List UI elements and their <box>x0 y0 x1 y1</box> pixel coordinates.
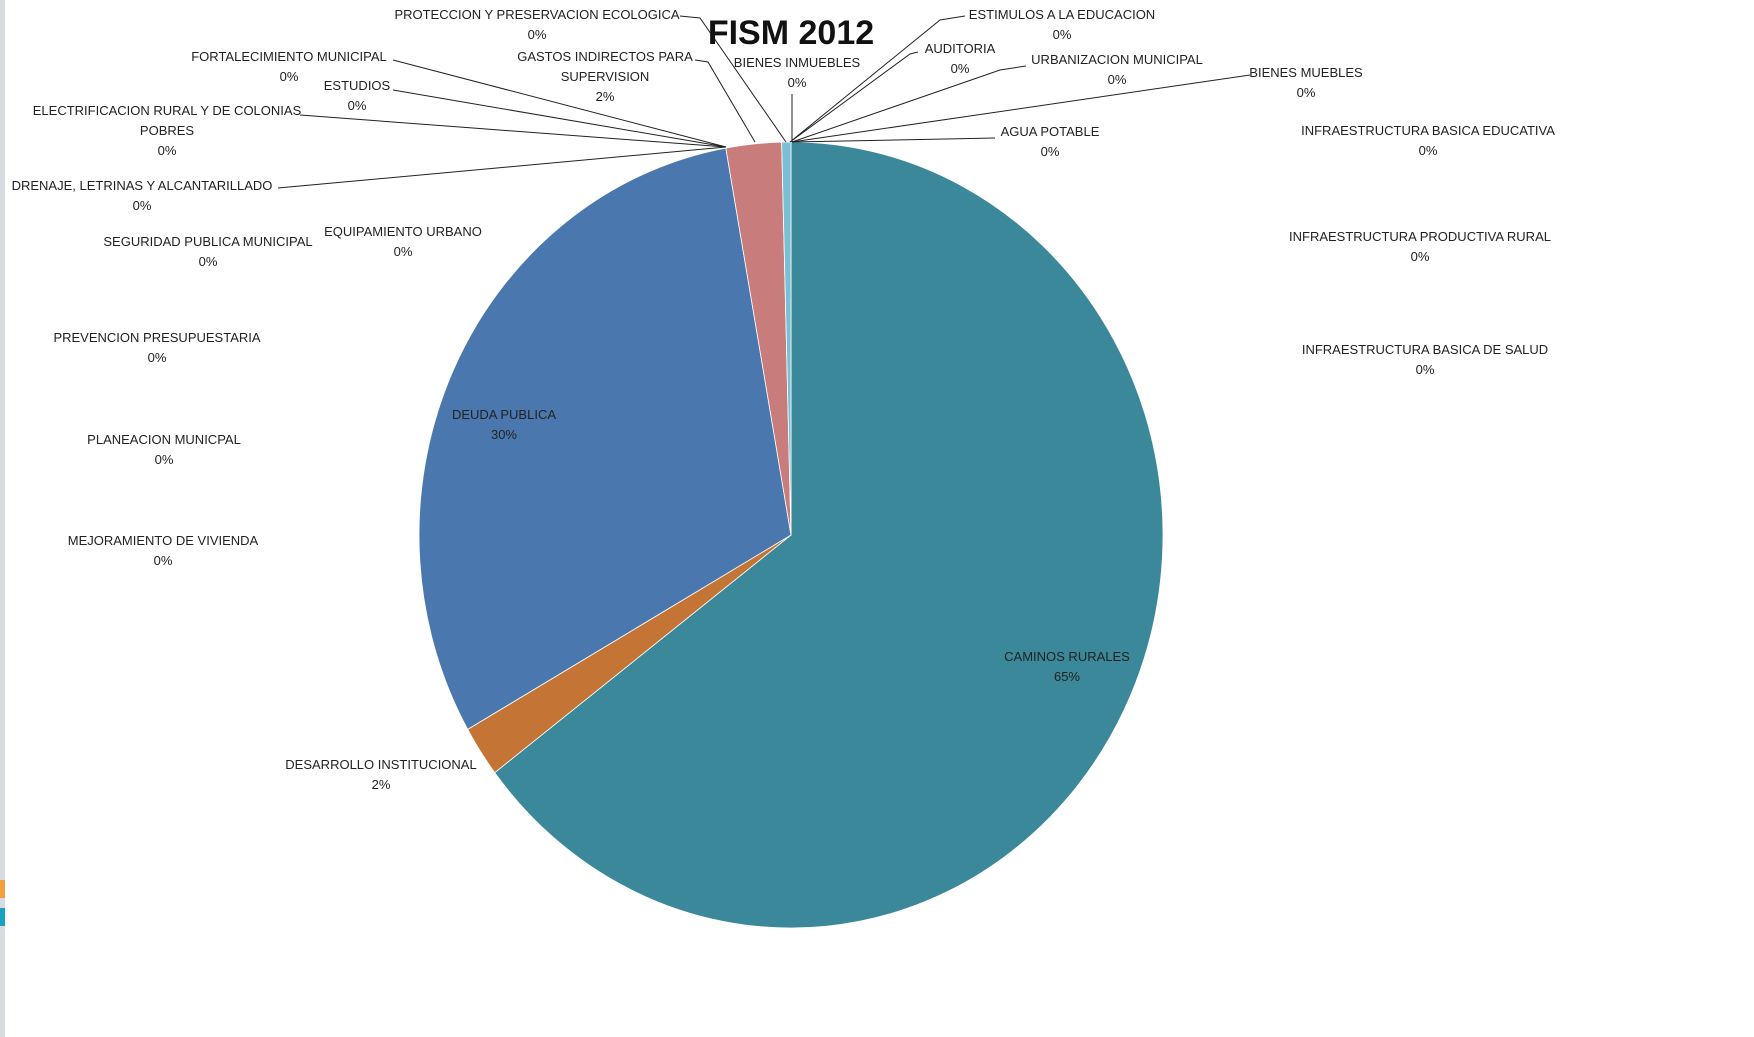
data-label: URBANIZACION MUNICIPAL 0% <box>1031 50 1203 90</box>
leader-line <box>791 74 1251 143</box>
category-label: INFRAESTRUCTURA BASICA EDUCATIVA <box>1301 123 1555 138</box>
data-label: BIENES MUEBLES 0% <box>1249 63 1362 103</box>
data-label: ELECTRIFICACION RURAL Y DE COLONIAS POBR… <box>17 101 317 161</box>
category-label: INFRAESTRUCTURA PRODUCTIVA RURAL <box>1289 229 1551 244</box>
value-label: 0% <box>157 143 177 158</box>
value-label: 0% <box>153 553 173 568</box>
category-label: CAMINOS RURALES <box>1004 649 1130 664</box>
category-label: ESTUDIOS <box>323 78 391 93</box>
category-label: EQUIPAMIENTO URBANO <box>324 224 482 239</box>
data-label: AUDITORIA 0% <box>925 39 996 79</box>
category-label: BIENES INMUEBLES <box>733 55 861 70</box>
value-label: 0% <box>132 198 152 213</box>
data-label: DRENAJE, LETRINAS Y ALCANTARILLADO 0% <box>12 176 273 216</box>
value-label: 0% <box>1410 249 1430 264</box>
category-label: PROTECCION Y PRESERVACION ECOLOGICA <box>394 7 680 22</box>
category-label: BIENES MUEBLES <box>1249 65 1363 80</box>
value-label: 0% <box>1052 27 1072 42</box>
value-label: 2% <box>595 89 615 104</box>
value-label: 0% <box>279 69 299 84</box>
leader-line <box>299 114 727 148</box>
data-label: SEGURIDAD PUBLICA MUNICIPAL 0% <box>103 232 312 272</box>
category-label: DESARROLLO INSTITUCIONAL <box>285 757 477 772</box>
value-label: 0% <box>147 350 167 365</box>
value-label: 65% <box>1053 669 1081 684</box>
pie-slice <box>418 147 792 730</box>
leader-line <box>694 59 756 143</box>
data-label: INFRAESTRUCTURA PRODUCTIVA RURAL 0% <box>1289 227 1551 267</box>
category-label: SEGURIDAD PUBLICA MUNICIPAL <box>103 234 313 249</box>
category-label: FORTALECIMIENTO MUNICIPAL <box>191 49 387 64</box>
leader-line <box>679 15 787 143</box>
data-label: AGUA POTABLE 0% <box>1001 122 1100 162</box>
value-label: 2% <box>371 777 391 792</box>
data-label: GASTOS INDIRECTOS PARA SUPERVISION 2% <box>510 47 700 107</box>
data-label: ESTUDIOS 0% <box>324 76 390 116</box>
leader-line <box>791 65 1027 143</box>
category-label: ELECTRIFICACION RURAL Y DE COLONIAS POBR… <box>32 103 302 138</box>
side-accent <box>0 908 5 926</box>
category-label: DRENAJE, LETRINAS Y ALCANTARILLADO <box>11 178 273 193</box>
side-accent <box>0 880 5 898</box>
value-label: 0% <box>198 254 218 269</box>
data-label: PREVENCION PRESUPUESTARIA 0% <box>53 328 260 368</box>
leader-line <box>789 15 966 143</box>
value-label: 0% <box>393 244 413 259</box>
leader-line <box>392 59 727 148</box>
data-label: MEJORAMIENTO DE VIVIENDA 0% <box>68 531 258 571</box>
data-label: PROTECCION Y PRESERVACION ECOLOGICA 0% <box>394 5 679 45</box>
data-label: PLANEACION MUNICPAL 0% <box>87 430 241 470</box>
category-label: PLANEACION MUNICPAL <box>87 432 241 447</box>
side-bar <box>0 0 5 1037</box>
category-label: AGUA POTABLE <box>1000 124 1100 139</box>
value-label: 0% <box>347 98 367 113</box>
value-label: 0% <box>950 61 970 76</box>
value-label: 0% <box>1040 144 1060 159</box>
category-label: URBANIZACION MUNICIPAL <box>1031 52 1203 67</box>
value-label: 0% <box>787 75 807 90</box>
data-label: DEUDA PUBLICA 30% <box>452 405 556 445</box>
category-label: INFRAESTRUCTURA BASICA DE SALUD <box>1301 342 1549 357</box>
category-label: MEJORAMIENTO DE VIVIENDA <box>67 533 259 548</box>
leader-line <box>791 137 996 143</box>
data-label: ESTIMULOS A LA EDUCACION 0% <box>969 5 1155 45</box>
data-label: FORTALECIMIENTO MUNICIPAL 0% <box>191 47 387 87</box>
category-label: AUDITORIA <box>924 41 996 56</box>
category-label: DEUDA PUBLICA <box>451 407 557 422</box>
value-label: 0% <box>154 452 174 467</box>
data-label: BIENES INMUEBLES 0% <box>734 53 860 93</box>
leader-line <box>392 89 727 148</box>
category-label: PREVENCION PRESUPUESTARIA <box>53 330 261 345</box>
data-label: EQUIPAMIENTO URBANO 0% <box>324 222 482 262</box>
value-label: 0% <box>1107 72 1127 87</box>
leader-line <box>789 51 919 143</box>
value-label: 30% <box>490 427 518 442</box>
data-label: INFRAESTRUCTURA BASICA EDUCATIVA 0% <box>1301 121 1555 161</box>
value-label: 0% <box>1418 143 1438 158</box>
value-label: 0% <box>1296 85 1316 100</box>
value-label: 0% <box>1415 362 1435 377</box>
pie-slice <box>494 141 1164 929</box>
chart-title: FISM 2012 <box>707 14 875 52</box>
value-label: 0% <box>527 27 547 42</box>
pie-slice <box>781 141 792 536</box>
data-label: DESARROLLO INSTITUCIONAL 2% <box>285 755 476 795</box>
category-label: ESTIMULOS A LA EDUCACION <box>968 7 1156 22</box>
category-label: GASTOS INDIRECTOS PARA SUPERVISION <box>517 49 693 84</box>
data-label: CAMINOS RURALES 65% <box>1004 647 1130 687</box>
leader-line <box>277 146 727 189</box>
data-label: INFRAESTRUCTURA BASICA DE SALUD 0% <box>1302 340 1548 380</box>
